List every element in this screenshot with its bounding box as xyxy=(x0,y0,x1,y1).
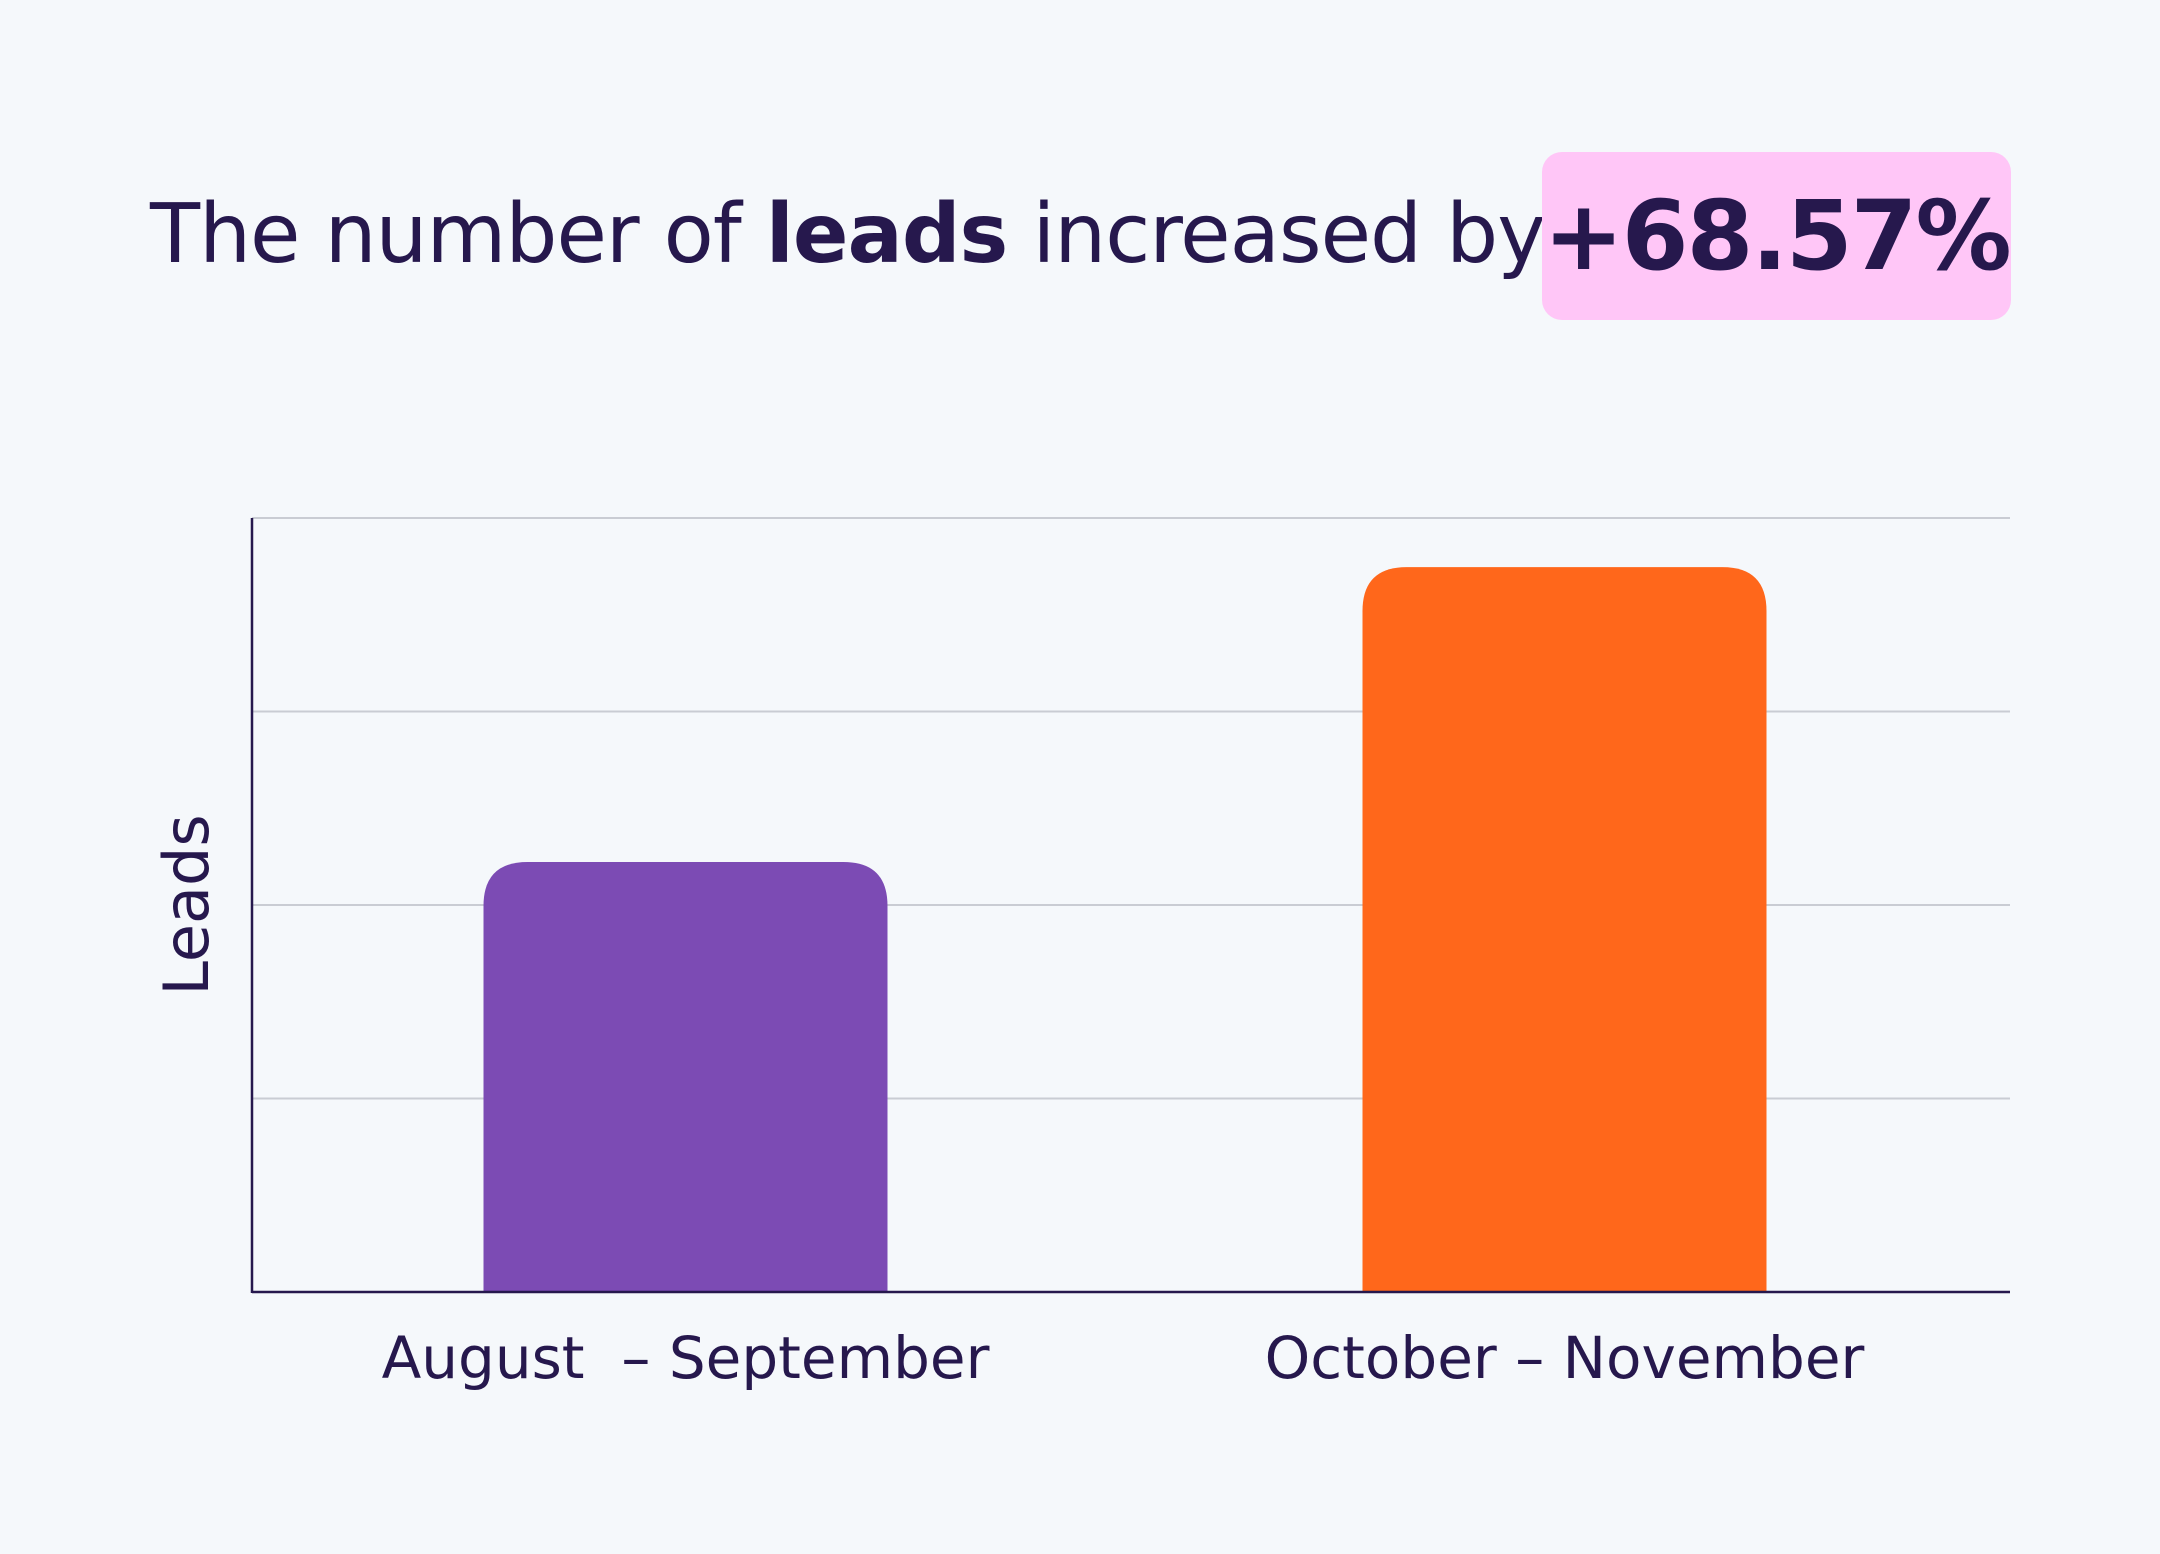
x-tick-label: October – November xyxy=(1265,1324,1865,1392)
increase-badge: +68.57% xyxy=(1542,152,2012,320)
y-axis-label: Leads xyxy=(150,814,223,995)
headline-prefix: The number of xyxy=(150,187,742,282)
bar-1 xyxy=(483,862,888,1292)
bar-2 xyxy=(1362,567,1767,1292)
x-tick-label: August – September xyxy=(382,1324,990,1392)
headline-emphasis: leads xyxy=(765,187,1009,282)
headline-suffix: increased by xyxy=(1032,187,1545,282)
headline: The number of leads increased by xyxy=(150,187,1546,282)
